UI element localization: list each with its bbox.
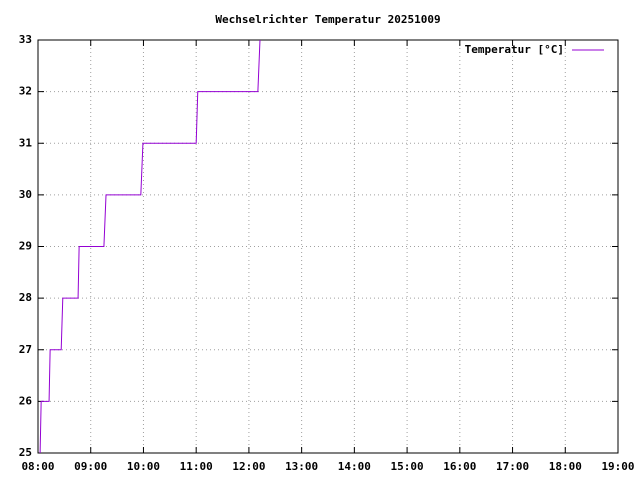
plot-frame	[37, 39, 619, 454]
x-tick-label: 11:00	[180, 460, 213, 473]
x-tick-label: 16:00	[443, 460, 476, 473]
y-tick-label: 27	[19, 343, 32, 356]
y-tick-label: 28	[19, 291, 32, 304]
y-tick-label: 32	[19, 85, 32, 98]
y-tick-label: 30	[19, 188, 32, 201]
x-tick-label: 09:00	[74, 460, 107, 473]
x-tick-label: 15:00	[391, 460, 424, 473]
y-tick-label: 31	[19, 136, 33, 149]
y-tick-label: 25	[19, 446, 32, 459]
chart-title: Wechselrichter Temperatur 20251009	[215, 13, 440, 26]
x-tick-label: 17:00	[496, 460, 529, 473]
x-tick-label: 13:00	[285, 460, 318, 473]
x-tick-label: 12:00	[232, 460, 265, 473]
y-tick-label: 33	[19, 33, 32, 46]
y-tick-label: 26	[19, 394, 33, 407]
x-tick-label: 19:00	[601, 460, 634, 473]
legend-label: Temperatur [°C]	[465, 43, 564, 56]
y-tick-label: 29	[19, 240, 32, 253]
x-tick-label: 18:00	[549, 460, 582, 473]
x-tick-label: 10:00	[127, 460, 160, 473]
x-tick-label: 14:00	[338, 460, 371, 473]
x-tick-label: 08:00	[21, 460, 54, 473]
data-line	[39, 39, 261, 454]
